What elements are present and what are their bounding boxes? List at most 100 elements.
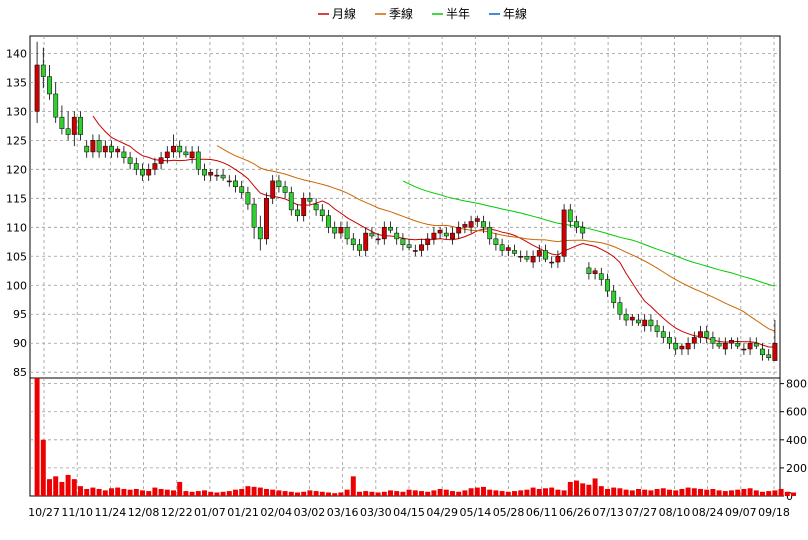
- candle: [344, 221, 350, 245]
- volume-bar: [34, 378, 40, 496]
- x-tick-label: 03/16: [327, 506, 359, 519]
- candle: [747, 337, 753, 355]
- candle: [381, 221, 387, 245]
- volume-bar: [47, 479, 52, 496]
- volume-bar: [772, 490, 778, 496]
- volume-bar: [654, 488, 660, 496]
- volume-tick-label: 400: [786, 434, 807, 447]
- candle: [127, 151, 133, 170]
- candle: [214, 169, 220, 181]
- candle: [121, 146, 127, 164]
- x-tick-label: 06/26: [559, 506, 591, 519]
- volume-bar: [90, 487, 96, 496]
- candle: [654, 320, 660, 338]
- volume-bar: [233, 489, 238, 496]
- candle: [437, 227, 443, 239]
- volume-bar: [369, 491, 375, 496]
- candle: [412, 244, 418, 257]
- volume-bar: [741, 488, 747, 496]
- volume-bar: [109, 488, 114, 496]
- candle: [332, 221, 338, 239]
- volume-bar: [543, 488, 548, 496]
- volume-bar: [388, 490, 393, 496]
- x-tick-label: 05/28: [493, 506, 525, 519]
- volume-bar: [704, 489, 710, 496]
- volume-bar: [505, 491, 511, 496]
- candle: [735, 337, 741, 350]
- candle: [133, 157, 139, 176]
- volume-bar: [208, 491, 214, 496]
- candle: [722, 337, 728, 355]
- x-tick-label: 03/30: [360, 506, 392, 519]
- volume-bar: [177, 481, 183, 496]
- volume-bar: [338, 492, 344, 496]
- volume-bar: [264, 488, 269, 496]
- candle: [357, 238, 362, 257]
- volume-bar: [71, 479, 77, 496]
- candle: [301, 192, 307, 222]
- candle: [233, 175, 238, 193]
- volume-bar: [481, 486, 486, 496]
- candle: [65, 111, 71, 141]
- candle: [276, 175, 282, 193]
- candle: [505, 244, 511, 257]
- volume-bar: [146, 491, 152, 496]
- volume-bar: [419, 491, 424, 496]
- volume-bar: [171, 490, 176, 496]
- volume-bar: [189, 491, 195, 496]
- legend-label: 半年: [446, 7, 470, 21]
- candle: [648, 314, 654, 332]
- price-axis: 85 90 95 100 105 110 115 120 125 130 135 140: [6, 47, 27, 379]
- volume-bar: [301, 491, 307, 496]
- candle: [313, 198, 319, 216]
- volume-bar: [102, 490, 108, 496]
- candle: [499, 238, 505, 257]
- candle: [84, 140, 90, 158]
- volume-bar: [363, 491, 369, 496]
- volume-bar: [778, 488, 784, 496]
- price-panel: 85 90 95 100 105 110 115 120 125 130 135 140: [6, 35, 781, 379]
- volume-bar: [710, 488, 716, 496]
- candle: [481, 215, 486, 234]
- candle: [567, 204, 573, 228]
- candle: [183, 146, 189, 158]
- candle: [574, 215, 579, 234]
- volume-bar: [220, 491, 226, 496]
- volume-bar: [735, 489, 741, 496]
- x-tick-label: 08/10: [659, 506, 691, 519]
- candles: [34, 41, 778, 361]
- x-tick-label: 07/27: [625, 506, 657, 519]
- candle: [239, 180, 245, 199]
- candle: [450, 227, 455, 245]
- volume-bar: [499, 491, 505, 496]
- x-axis-labels: 10/27 11/10 11/24 12/08 12/22 01/07 01/21 02/04…: [28, 506, 790, 519]
- volume-tick-label: 0: [786, 490, 793, 503]
- candle: [586, 262, 592, 280]
- volume-bar: [617, 488, 623, 496]
- volume-bar: [611, 487, 617, 496]
- volume-bar: [487, 489, 493, 496]
- candle: [115, 146, 121, 158]
- candle: [660, 325, 666, 344]
- candle: [549, 256, 555, 268]
- candle: [710, 331, 716, 350]
- volume-bar: [536, 488, 542, 496]
- candle: [338, 221, 344, 239]
- candle: [512, 244, 517, 257]
- x-tick-label: 01/21: [227, 506, 259, 519]
- candle: [189, 146, 195, 164]
- candle: [543, 244, 548, 263]
- price-tick-label: 100: [6, 279, 27, 292]
- candle: [47, 64, 52, 100]
- candle: [158, 151, 164, 170]
- volume-bar: [691, 488, 697, 496]
- volume-bar: [530, 487, 536, 496]
- candle: [642, 314, 648, 332]
- volume-bar: [251, 486, 257, 496]
- volume-bar: [295, 492, 300, 496]
- volume-bar: [431, 490, 437, 496]
- candle: [431, 227, 437, 245]
- candle: [462, 221, 468, 234]
- volume-bar: [412, 490, 418, 496]
